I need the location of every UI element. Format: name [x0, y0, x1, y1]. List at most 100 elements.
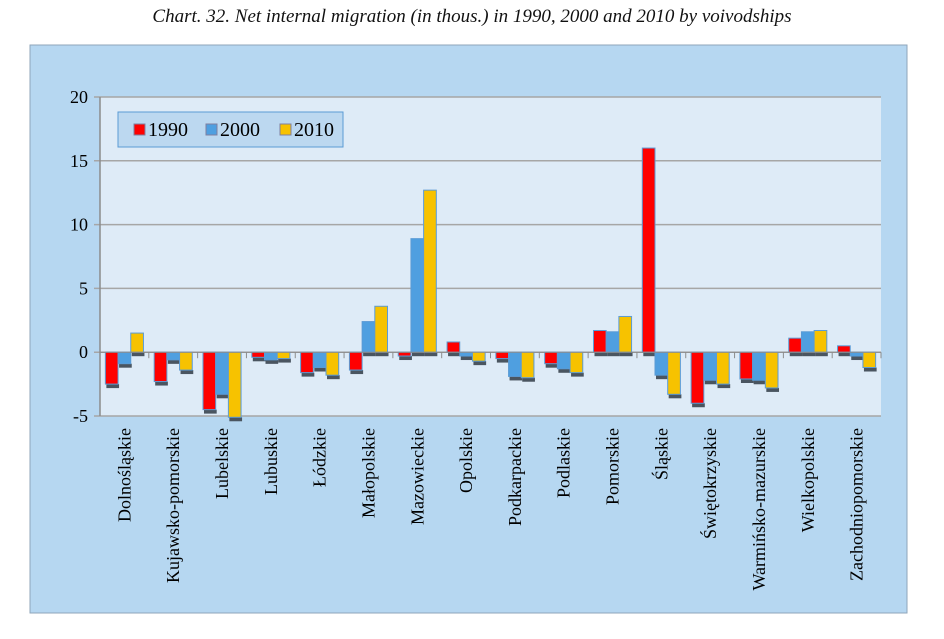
bar-2000-Kujawsko-pomorskie [166, 351, 181, 361]
bar-shadow [619, 352, 633, 357]
bar-shadow [766, 387, 780, 392]
x-axis-labels: Dolnośląskie Kujawsko-pomorskie Lubelskie L… [114, 428, 866, 591]
bar-shadow [594, 352, 608, 357]
bar-shadow [789, 352, 803, 357]
bar-shadow [607, 352, 620, 357]
bar-shadow [106, 384, 120, 389]
x-tick-label: Wielkopolskie [798, 428, 818, 532]
bar-shadow [448, 352, 461, 357]
bar-2000-Opolskie [459, 351, 473, 357]
bar-2000-Podlaskie [556, 351, 571, 370]
bar-shadow [655, 375, 669, 380]
y-tick-label: 0 [79, 342, 88, 362]
bar-2010-Śląskie [667, 351, 681, 395]
bar-shadow [327, 375, 340, 380]
bar-2000-Wielkopolskie [800, 331, 815, 353]
bar-shadow [252, 357, 266, 362]
bar-2010-Lubelskie [227, 351, 242, 418]
bar-2000-Podkarpackie [508, 351, 522, 377]
bar-shadow [411, 352, 425, 357]
bar-2010-Opolskie [471, 351, 486, 362]
bar-shadow [460, 356, 474, 361]
bar-shadow [278, 358, 291, 363]
bar-1990-Wielkopolskie [788, 337, 802, 353]
bar-2010-Lubuskie [276, 351, 291, 360]
bar-shadow [131, 352, 145, 357]
bar-shadow [314, 367, 328, 372]
bar-2010-Podlaskie [569, 351, 584, 374]
bar-shadow [119, 363, 132, 368]
x-tick-label: Świętokrzyskie [699, 428, 720, 539]
legend-swatch-2000 [205, 123, 218, 136]
bar-shadow [753, 380, 767, 385]
bar-shadow [473, 361, 487, 366]
bar-1990-Pomorskie [592, 330, 607, 353]
bar-2010-Łódzkie [325, 351, 340, 376]
x-tick-label: Łódzkie [310, 428, 330, 487]
bar-shadow [668, 394, 682, 399]
x-tick-label: Dolnośląskie [114, 428, 134, 522]
bar-shadow [265, 359, 279, 364]
bar-2000-Małopolskie [361, 321, 376, 353]
bar-2010-Świętokrzyskie [716, 351, 730, 385]
bar-shadow [643, 352, 656, 357]
bar-1990-Lubelskie [202, 351, 217, 411]
bar-1990-Podkarpackie [495, 351, 510, 360]
bar-shadow [301, 372, 315, 377]
bar-2000-Lubelskie [215, 351, 229, 395]
x-tick-label: Śląskie [650, 428, 671, 480]
bar-shadow [558, 368, 572, 373]
bar-shadow [815, 352, 828, 357]
bar-shadow [180, 370, 194, 375]
bar-shadow [496, 358, 510, 363]
legend-label-2000: 2000 [220, 119, 260, 141]
bar-2010-Małopolskie [374, 305, 389, 353]
y-tick-label: -5 [73, 406, 88, 426]
bar-1990-Warmińsko-mazurskie [739, 351, 754, 380]
bars [104, 147, 877, 422]
bar-shadow [740, 378, 754, 383]
bar-shadow [509, 376, 523, 381]
legend-label-2010: 2010 [294, 119, 334, 141]
bar-shadow [545, 363, 559, 368]
bar-2000-Dolnośląskie [117, 351, 132, 365]
bar-shadow [717, 384, 731, 389]
bar-2000-Warmińsko-mazurskie [752, 351, 766, 381]
x-tick-label: Podlaskie [554, 428, 574, 498]
x-axis-ticks [100, 351, 882, 359]
chart-title: Chart. 32. Net internal migration (in th… [152, 6, 792, 27]
bar-1990-Małopolskie [348, 351, 363, 371]
y-axis-ticks: 20 15 10 5 0 -5 [70, 87, 88, 426]
bar-shadow [167, 359, 181, 364]
bar-2010-Mazowieckie [423, 189, 437, 353]
bar-1990-Łódzkie [300, 351, 314, 374]
x-tick-label: Opolskie [456, 428, 476, 493]
legend-box [117, 111, 344, 148]
bar-shadow [203, 409, 217, 414]
bar-2000-Lubuskie [263, 351, 278, 361]
y-tick-label: 15 [70, 151, 88, 171]
bar-shadow [838, 352, 852, 357]
bar-2010-Zachodniopomorskie [862, 351, 877, 369]
bar-shadow [424, 352, 438, 357]
bar-1990-Mazowieckie [397, 351, 412, 357]
bar-2000-Zachodniopomorskie [849, 351, 864, 357]
y-tick-label: 10 [70, 215, 88, 235]
x-tick-label: Pomorskie [603, 428, 623, 505]
bar-1990-Kujawsko-pomorskie [153, 351, 168, 383]
legend: 1990 2000 2010 [117, 111, 344, 148]
y-tick-label: 5 [79, 278, 88, 298]
bar-1990-Opolskie [446, 341, 461, 353]
bar-1990-Dolnośląskie [104, 351, 119, 385]
bar-2010-Wielkopolskie [813, 330, 828, 353]
bar-shadow [399, 356, 412, 361]
x-tick-label: Mazowieckie [407, 428, 427, 525]
bar-shadow [229, 417, 243, 422]
x-tick-label: Zachodniopomorskie [847, 428, 867, 581]
x-tick-label: Kujawsko-pomorskie [163, 428, 183, 583]
bar-1990-Lubuskie [251, 351, 265, 358]
bar-shadow [363, 352, 376, 357]
bar-2010-Warmińsko-mazurskie [764, 351, 779, 389]
x-tick-label: Lubelskie [212, 428, 232, 499]
